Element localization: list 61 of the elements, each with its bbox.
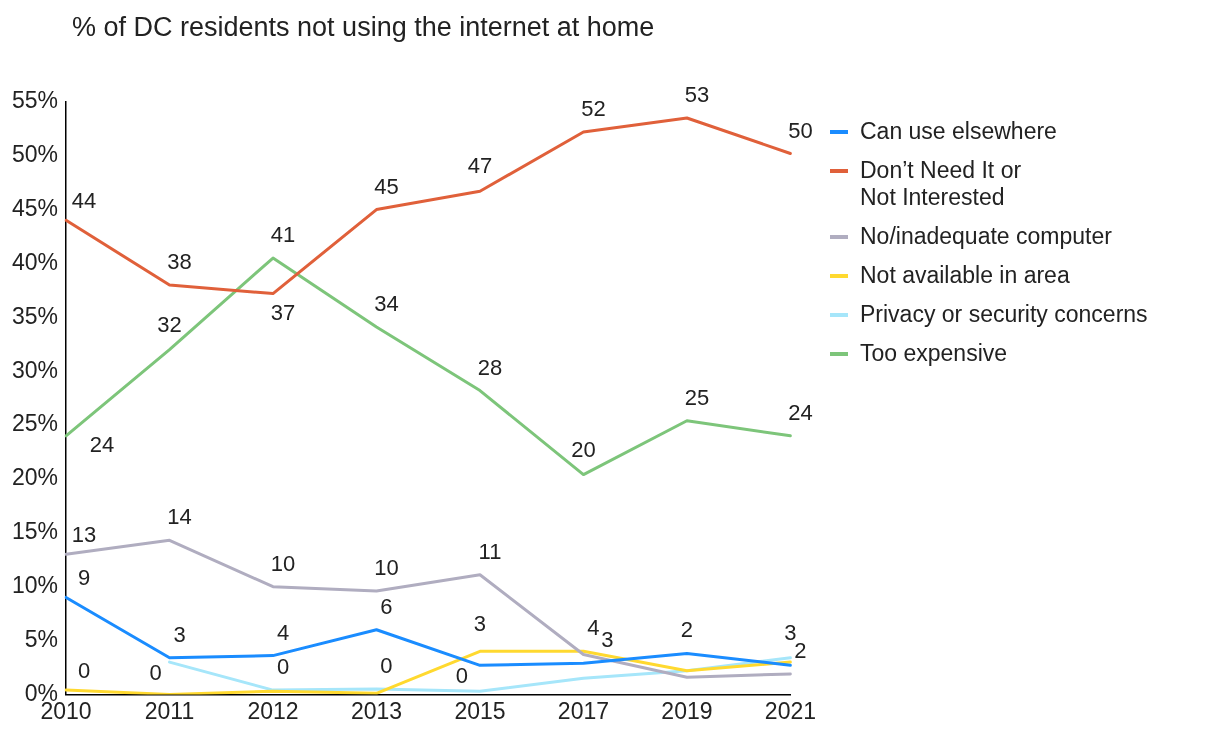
x-tick-label: 2019 [661,697,713,724]
y-tick-label: 50% [11,141,59,168]
x-tick-label: 2015 [454,697,506,724]
legend-label: Can use elsewhere [860,118,1057,145]
y-tick-label: 35% [11,302,59,329]
data-label: 4 [587,615,600,641]
data-label: 25 [684,384,710,410]
y-tick-label: 30% [11,356,59,383]
data-label: 4 [276,619,290,645]
data-label: 50 [788,117,813,143]
data-label: 0 [276,654,290,680]
data-label: 52 [581,96,606,122]
data-label: 28 [477,354,503,380]
data-label: 6 [380,593,393,619]
data-label: 10 [270,550,296,576]
data-label: 41 [270,222,296,248]
data-label: 44 [71,188,97,214]
data-label: 0 [149,660,162,686]
legend-label: Not available in area [860,262,1070,289]
y-tick-label: 15% [11,518,59,545]
legend-label: Don’t Need It or Not Interested [860,157,1023,211]
x-tick-label: 2012 [247,697,299,724]
data-label: 38 [167,249,192,275]
data-label: 9 [77,565,91,591]
data-label: 11 [478,538,502,564]
legend-label: Privacy or security concerns [860,301,1148,328]
y-tick-label: 45% [11,194,59,221]
data-label: 20 [571,436,596,462]
data-label: 0 [380,653,393,679]
data-label: 24 [89,431,115,457]
y-tick-label: 40% [11,248,59,275]
chart-title: % of DC residents not using the internet at home [72,12,655,43]
y-tick-label: 25% [11,410,59,437]
y-tick-label: 5% [24,625,59,652]
data-label: 32 [157,311,182,337]
data-label: 3 [173,621,186,647]
data-label: 2 [680,616,694,642]
y-tick-label: 10% [11,572,59,598]
data-label: 3 [473,611,487,637]
data-label: 34 [374,291,399,317]
data-label: 13 [71,522,97,548]
data-label: 2 [794,637,807,663]
y-tick-label: 20% [11,464,59,491]
data-label: 0 [77,658,91,684]
data-label: 3 [784,619,797,645]
data-label: 37 [270,299,296,325]
data-label: 3 [601,627,614,653]
data-label: 14 [167,504,192,530]
x-tick-label: 2013 [350,697,403,724]
legend-label: No/inadequate computer [860,223,1112,250]
data-label: 24 [788,399,813,425]
data-label: 47 [467,153,493,179]
data-label: 0 [455,663,469,689]
x-tick-label: 2021 [764,697,816,724]
y-tick-label: 55% [11,87,59,114]
data-label: 10 [374,555,399,581]
x-tick-label: 2011 [144,697,195,724]
x-tick-label: 2017 [557,697,610,724]
legend-label: Too expensive [860,340,1008,367]
data-label: 45 [374,173,399,199]
data-label: 53 [684,82,710,108]
